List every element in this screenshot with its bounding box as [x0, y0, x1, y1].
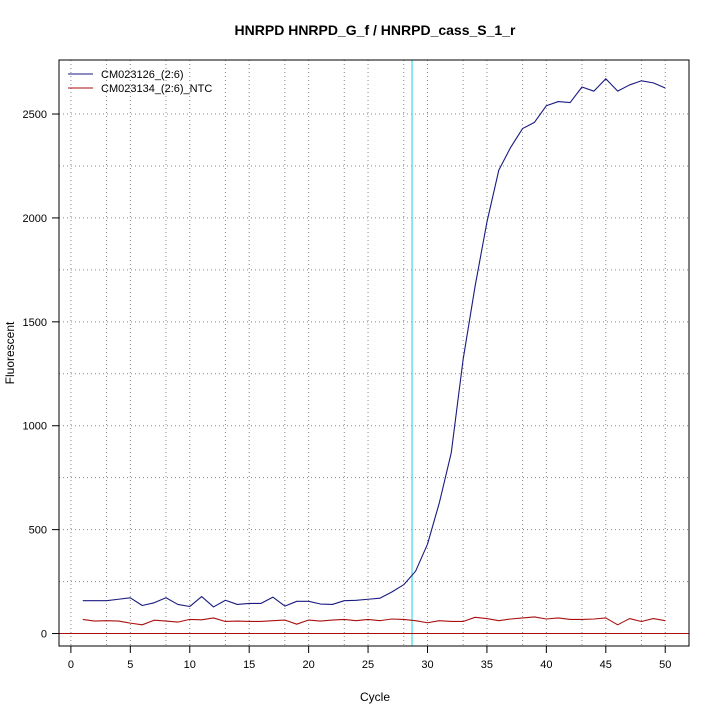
- x-axis: 0 5 10 15 20 25 30 35 40 45 50: [68, 645, 671, 671]
- y-tick-label: 2000: [23, 213, 47, 225]
- x-tick-label: 45: [600, 659, 612, 671]
- y-axis-label: Fluorescent: [3, 321, 17, 384]
- x-tick-label: 15: [243, 659, 255, 671]
- x-tick-label: 50: [659, 659, 671, 671]
- x-tick-label: 40: [540, 659, 552, 671]
- y-tick-label: 500: [29, 525, 47, 537]
- x-tick-label: 35: [481, 659, 493, 671]
- chart-title: HNRPD HNRPD_G_f / HNRPD_cass_S_1_r: [235, 22, 516, 38]
- grid-lines: [59, 60, 689, 646]
- x-tick-label: 20: [302, 659, 314, 671]
- legend-label-1: CM023126_(2:6): [101, 69, 184, 81]
- y-tick-label: 0: [41, 629, 47, 641]
- y-tick-label: 1500: [23, 317, 47, 329]
- y-tick-label: 1000: [23, 421, 47, 433]
- x-axis-label: Cycle: [360, 690, 390, 704]
- x-tick-label: 0: [68, 659, 74, 671]
- y-axis: 0 500 1000 1500 2000 2500: [23, 109, 60, 641]
- series-line-1: [82, 78, 666, 608]
- x-tick-label: 30: [421, 659, 433, 671]
- legend: CM023126_(2:6) CM023134_(2:6)_NTC: [68, 69, 212, 95]
- x-tick-label: 10: [184, 659, 196, 671]
- x-tick-label: 25: [362, 659, 374, 671]
- series-lines: [82, 78, 666, 626]
- x-tick-label: 5: [127, 659, 133, 671]
- legend-label-2: CM023134_(2:6)_NTC: [101, 83, 212, 95]
- series-line-2: [82, 616, 666, 626]
- threshold-layer: [59, 60, 689, 646]
- y-tick-label: 2500: [23, 109, 47, 121]
